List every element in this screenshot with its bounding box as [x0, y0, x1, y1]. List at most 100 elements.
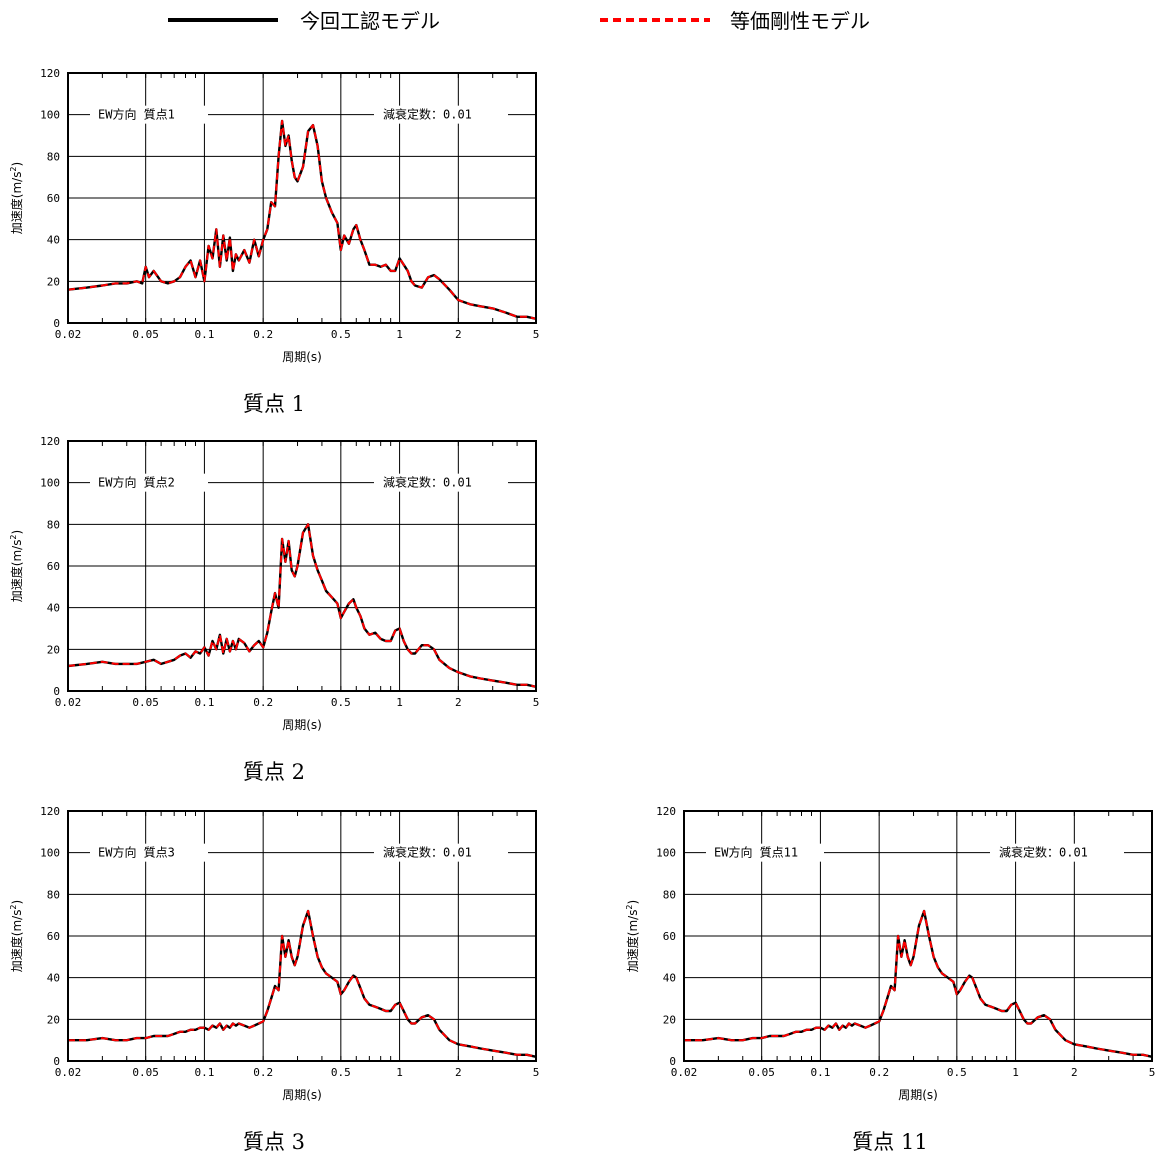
legend-label-model-a: 今回工認モデル	[300, 9, 440, 33]
x-axis-label: 周期(s)	[282, 718, 322, 732]
plot-frame	[67, 72, 537, 324]
series-line-model-b	[68, 910, 537, 1058]
y-tick-label: 100	[40, 109, 60, 122]
panel-caption: 質点 11	[852, 1130, 927, 1154]
x-tick-label: 0.05	[132, 1066, 159, 1079]
panel-1: EW方向 質点1 減衰定数：0.01 0.02 0.05 0.1 0.2 0.5 1 2 5 0 20…	[9, 67, 539, 416]
annotation-bg-right	[990, 843, 1124, 862]
y-axis-label: 加速度(m/s2)	[9, 162, 24, 234]
series-line-model-b	[67, 119, 537, 320]
panel-11: EW方向 質点11 減衰定数：0.01 0.02 0.05 0.1 0.2 0.5 1 2 5 0 2…	[625, 805, 1155, 1154]
y-tick-label: 80	[47, 888, 60, 901]
x-tick-label: 0.05	[132, 328, 159, 341]
y-tick-label: 0	[53, 317, 60, 330]
y-tick-label: 20	[47, 1013, 60, 1026]
y-tick-label: 20	[47, 643, 60, 656]
y-axis-label: 加速度(m/s2)	[9, 900, 24, 972]
y-axis-label: 加速度(m/s2)	[9, 530, 24, 602]
x-tick-label: 5	[1149, 1066, 1156, 1079]
x-tick-label: 5	[533, 1066, 540, 1079]
x-tick-label: 0.1	[194, 328, 214, 341]
panel-title-right: 減衰定数：0.01	[383, 107, 472, 122]
y-tick-label: 0	[53, 685, 60, 698]
x-axis-label: 周期(s)	[282, 350, 322, 364]
y-tick-label: 120	[40, 435, 60, 448]
y-tick-label: 100	[40, 847, 60, 860]
y-tick-label: 80	[663, 888, 676, 901]
y-tick-label: 60	[47, 560, 60, 573]
x-tick-label: 0.5	[947, 1066, 967, 1079]
x-tick-label: 0.05	[132, 696, 159, 709]
y-tick-label: 100	[656, 847, 676, 860]
panel-title-right: 減衰定数：0.01	[383, 845, 472, 860]
annotation-bg-left	[90, 473, 208, 492]
panel-title-right: 減衰定数：0.01	[383, 475, 472, 490]
x-tick-label: 1	[396, 696, 403, 709]
y-tick-label: 80	[47, 150, 60, 163]
x-tick-label: 1	[1012, 1066, 1019, 1079]
x-tick-label: 2	[455, 1066, 462, 1079]
x-tick-label: 0.1	[194, 1066, 214, 1079]
x-tick-label: 0.2	[253, 328, 273, 341]
x-tick-label: 0.2	[253, 1066, 273, 1079]
x-tick-label: 0.02	[55, 1066, 82, 1079]
y-tick-label: 120	[40, 805, 60, 818]
y-tick-label: 20	[663, 1013, 676, 1026]
panel-caption: 質点 3	[243, 1130, 305, 1154]
series-line-model-b	[67, 523, 537, 688]
x-tick-label: 0.1	[810, 1066, 830, 1079]
y-tick-label: 60	[47, 930, 60, 943]
y-axis-label: 加速度(m/s2)	[625, 900, 640, 972]
legend-label-model-b: 等価剛性モデル	[730, 9, 870, 33]
y-tick-label: 120	[40, 67, 60, 80]
x-axis-label: 周期(s)	[898, 1088, 938, 1102]
x-tick-label: 0.2	[253, 696, 273, 709]
x-tick-label: 1	[396, 328, 403, 341]
x-tick-label: 0.05	[748, 1066, 775, 1079]
y-tick-label: 0	[669, 1055, 676, 1068]
x-tick-label: 1	[396, 1066, 403, 1079]
panel-title-left: EW方向 質点1	[98, 107, 175, 122]
x-tick-label: 0.5	[331, 328, 351, 341]
panel-caption: 質点 1	[243, 392, 305, 416]
x-tick-label: 0.02	[55, 696, 82, 709]
x-tick-label: 2	[1071, 1066, 1078, 1079]
annotation-bg-left	[706, 843, 824, 862]
x-tick-label: 0.2	[869, 1066, 889, 1079]
x-axis-label: 周期(s)	[282, 1088, 322, 1102]
series-line-model-b	[684, 910, 1153, 1058]
annotation-bg-right	[374, 843, 508, 862]
annotation-bg-left	[90, 105, 208, 124]
legend: 今回工認モデル 等価剛性モデル	[168, 9, 870, 33]
y-tick-label: 20	[47, 275, 60, 288]
panel-caption: 質点 2	[243, 760, 305, 784]
y-tick-label: 40	[663, 972, 676, 985]
x-tick-label: 5	[533, 696, 540, 709]
x-tick-label: 0.02	[671, 1066, 698, 1079]
panel-2: EW方向 質点2 減衰定数：0.01 0.02 0.05 0.1 0.2 0.5 1 2 5 0 20…	[9, 435, 539, 784]
annotation-bg-left	[90, 843, 208, 862]
plot-frame	[67, 440, 537, 692]
x-tick-label: 2	[455, 696, 462, 709]
panel-title-left: EW方向 質点2	[98, 475, 175, 490]
series-line-model-a	[67, 119, 537, 320]
x-tick-label: 0.1	[194, 696, 214, 709]
x-tick-label: 2	[455, 328, 462, 341]
x-tick-label: 0.5	[331, 1066, 351, 1079]
panel-title-left: EW方向 質点11	[714, 845, 798, 860]
plot-frame	[67, 810, 537, 1062]
annotation-bg-right	[374, 105, 508, 124]
y-tick-label: 40	[47, 234, 60, 247]
y-tick-label: 40	[47, 972, 60, 985]
y-tick-label: 40	[47, 602, 60, 615]
y-tick-label: 60	[663, 930, 676, 943]
x-tick-label: 0.5	[331, 696, 351, 709]
panel-3: EW方向 質点3 減衰定数：0.01 0.02 0.05 0.1 0.2 0.5 1 2 5 0 20…	[9, 805, 539, 1154]
x-tick-label: 5	[533, 328, 540, 341]
x-tick-label: 0.02	[55, 328, 82, 341]
y-tick-label: 120	[656, 805, 676, 818]
series-line-model-a	[67, 523, 537, 688]
y-tick-label: 100	[40, 477, 60, 490]
y-tick-label: 60	[47, 192, 60, 205]
